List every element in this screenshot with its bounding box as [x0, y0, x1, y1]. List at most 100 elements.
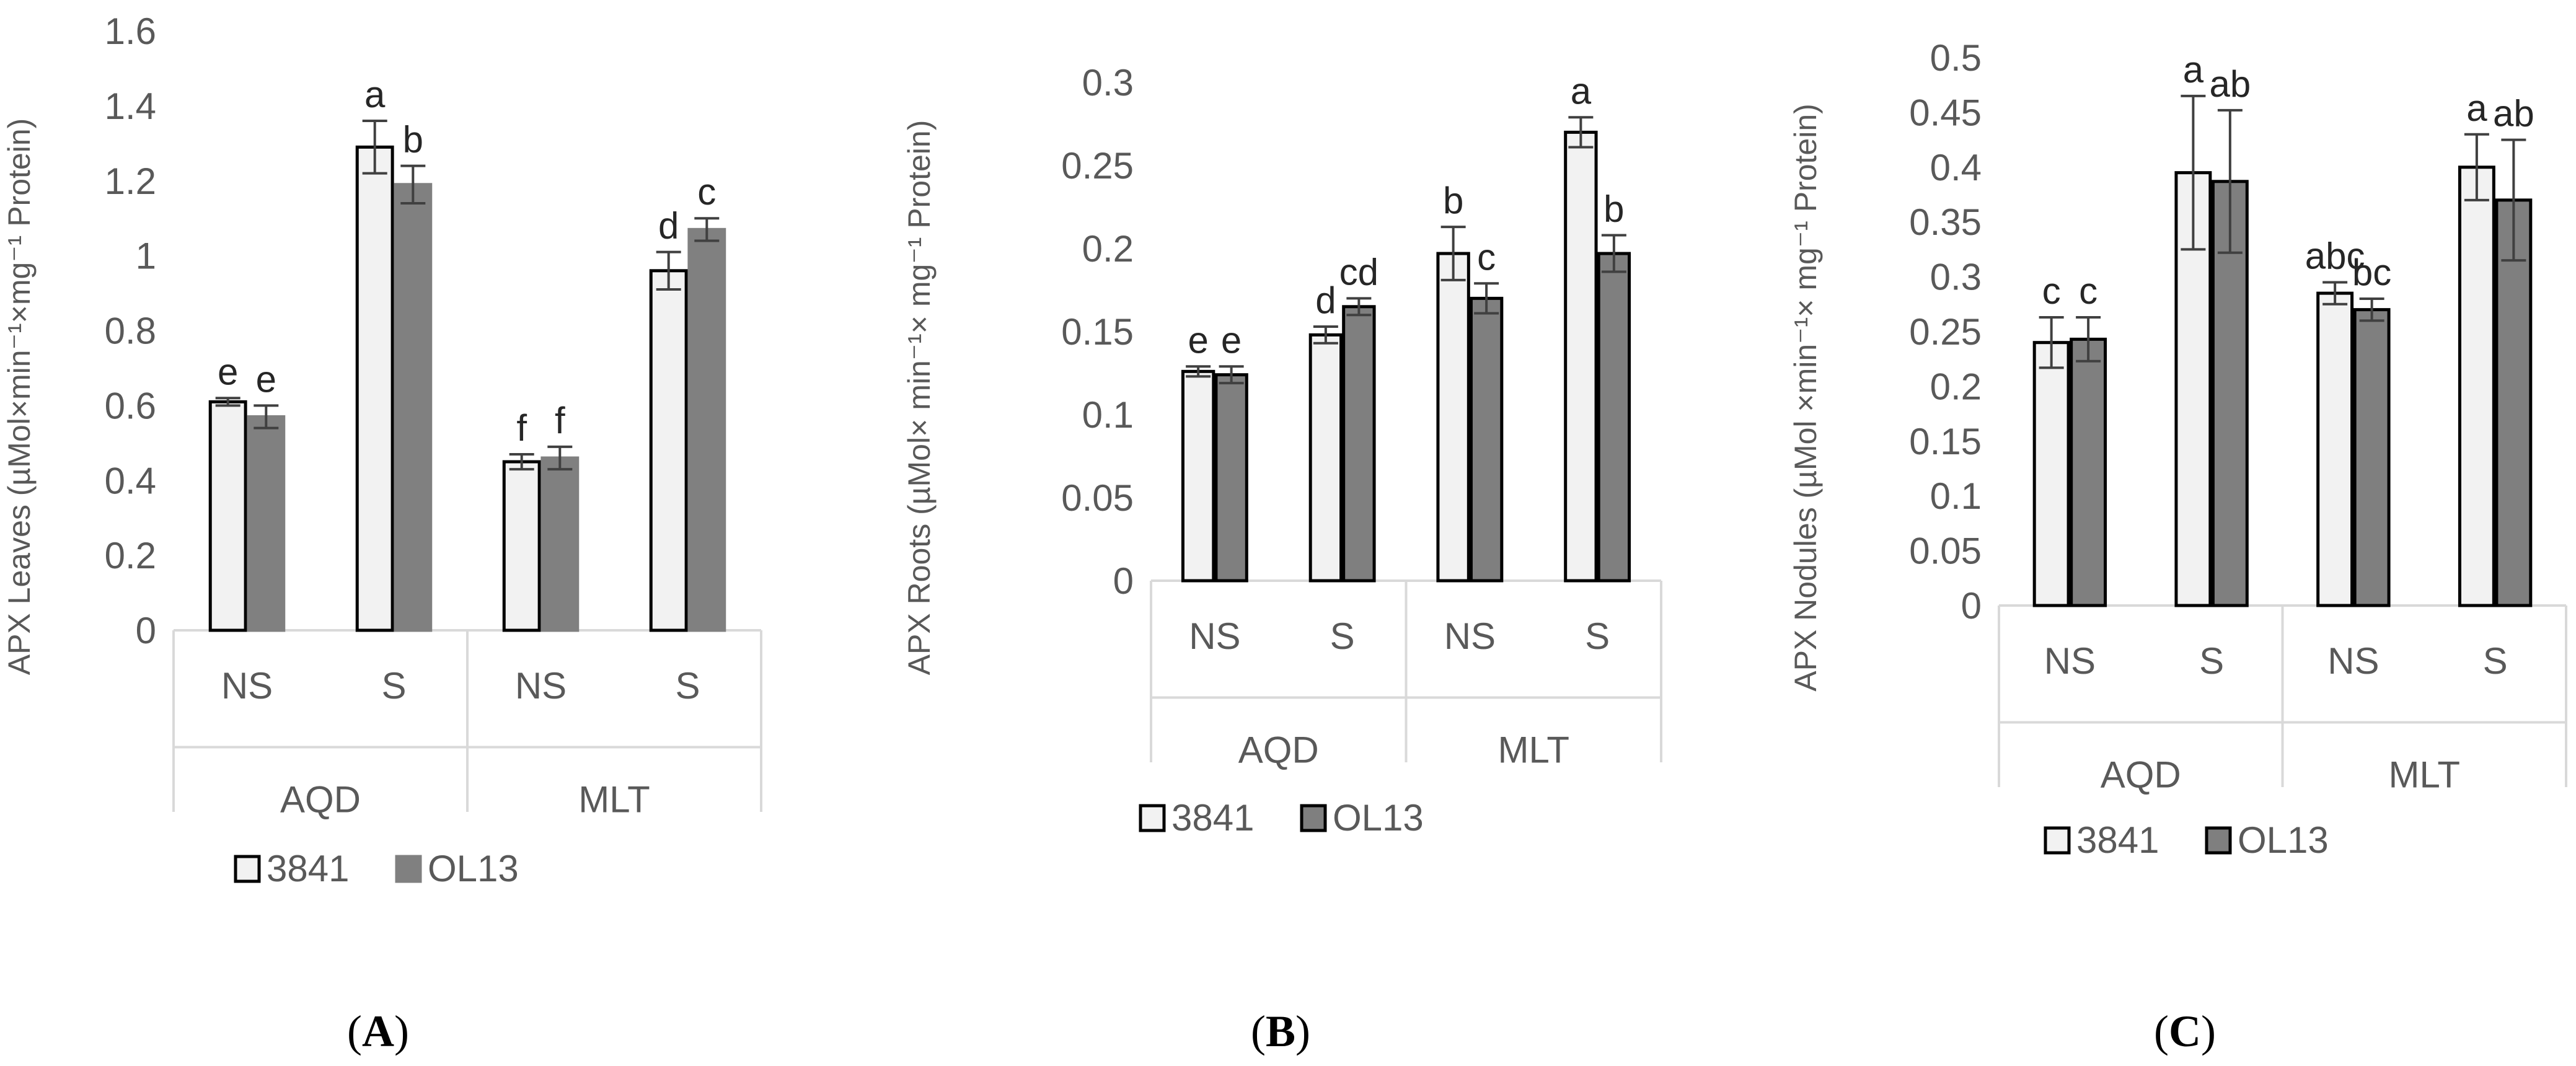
x-category-label: S	[2199, 640, 2224, 682]
x-group-label: AQD	[2101, 754, 2181, 796]
bar-ol13	[2495, 198, 2533, 607]
legend-swatch-3841	[2044, 826, 2071, 855]
bar-3841	[1308, 333, 1343, 583]
y-tick-label: 0.25	[1061, 145, 1134, 187]
y-tick-label: 0.2	[1082, 228, 1134, 270]
significance-letter: b	[403, 119, 423, 161]
y-tick-label: 1.4	[105, 86, 156, 127]
legend-swatch-ol13	[1300, 804, 1327, 832]
significance-letter: c	[697, 171, 716, 213]
x-category-label: NS	[1444, 615, 1496, 657]
significance-letter: bc	[2352, 252, 2391, 293]
bar-ol13	[540, 456, 580, 632]
panel-label: (C)	[2154, 1007, 2216, 1056]
bar-ol13	[1597, 252, 1631, 583]
bar-ol13	[2070, 337, 2107, 607]
y-tick-label: 0	[1961, 585, 1982, 627]
bar-ol13	[1469, 296, 1504, 583]
bar-3841	[649, 269, 688, 632]
significance-letter: a	[1571, 70, 1592, 112]
y-tick-label: 0.15	[1909, 421, 1982, 462]
bar-ol13	[1214, 373, 1248, 583]
x-group-label: AQD	[280, 779, 361, 821]
x-category-label: S	[675, 665, 700, 707]
bar-ol13	[247, 415, 286, 632]
y-tick-label: 0.8	[105, 311, 156, 352]
significance-letter: c	[1477, 236, 1496, 278]
significance-letter: ab	[2209, 63, 2251, 105]
legend-label: OL13	[2238, 819, 2329, 861]
bar-3841	[502, 460, 541, 632]
significance-letter: ab	[2493, 93, 2534, 134]
y-axis-title: APX Leaves (µMol×min⁻¹×mg⁻¹ Protein)	[2, 118, 37, 676]
legend-swatch-ol13	[2205, 826, 2232, 855]
significance-letter: c	[2042, 270, 2061, 312]
x-group-label: MLT	[1498, 729, 1569, 771]
significance-letter: abc	[2305, 235, 2365, 276]
significance-letter: e	[256, 358, 276, 400]
y-tick-label: 0.45	[1909, 92, 1982, 133]
y-tick-label: 0.2	[1930, 366, 1982, 407]
significance-letter: a	[364, 74, 386, 115]
y-tick-label: 0.3	[1082, 62, 1134, 104]
legend-label: OL13	[428, 848, 519, 889]
significance-letter: f	[516, 407, 527, 449]
y-tick-label: 0.3	[1930, 257, 1982, 298]
x-group-label: MLT	[578, 779, 650, 821]
x-category-label: S	[381, 665, 406, 707]
legend-label: OL13	[1333, 797, 1424, 839]
bar-3841	[1436, 252, 1470, 583]
legend-swatch-ol13	[395, 855, 422, 883]
x-category-label: NS	[2327, 640, 2379, 682]
chart-panel-a: 0 0.2 0.4 0.6 0.8 1 1.2 1.4 1.6 NS S NS S AQD MLT e a f d e…	[2, 11, 762, 1056]
x-category-label: NS	[1189, 615, 1240, 657]
y-tick-label: 0.1	[1082, 394, 1134, 436]
panel-label: (A)	[347, 1007, 409, 1056]
significance-letter: f	[555, 400, 565, 441]
y-tick-label: 0.05	[1909, 531, 1982, 572]
y-tick-label: 0	[136, 610, 156, 651]
bar-3841	[208, 400, 247, 632]
bar-ol13	[2353, 308, 2391, 607]
y-axis-title: APX Roots (µMol× min⁻¹× mg⁻¹ Protein)	[902, 120, 937, 676]
y-tick-label: 0.2	[105, 535, 156, 576]
legend-swatch-3841	[234, 855, 261, 883]
significance-letter: e	[1188, 319, 1208, 361]
x-category-label: S	[1585, 615, 1610, 657]
bar-3841	[2032, 341, 2070, 607]
legend-swatch-3841	[1139, 804, 1166, 832]
significance-letter: b	[1443, 180, 1463, 221]
bar-3841	[2458, 165, 2495, 607]
significance-letter: cd	[1339, 251, 1378, 293]
significance-letter: d	[1315, 280, 1336, 321]
y-tick-label: 0.35	[1909, 201, 1982, 243]
x-category-label: NS	[2044, 640, 2096, 682]
legend-label: 3841	[267, 848, 349, 889]
x-category-label: NS	[515, 665, 567, 707]
x-group-label: MLT	[2388, 754, 2460, 796]
significance-letter: a	[2466, 87, 2487, 129]
y-tick-label: 0.4	[105, 460, 156, 501]
x-category-label: S	[1330, 615, 1355, 657]
y-tick-label: 0.05	[1061, 477, 1134, 519]
bar-ol13	[394, 183, 433, 632]
y-tick-label: 0.5	[1930, 37, 1982, 79]
panel-label: (B)	[1251, 1007, 1310, 1056]
bar-3841	[1181, 369, 1215, 583]
bar-3841	[2316, 291, 2354, 607]
y-tick-label: 1	[136, 236, 156, 277]
chart-panel-c: 0 0.05 0.1 0.15 0.2 0.25 0.3 0.35 0.4 0.45 0.5 NS S N…	[1788, 37, 2567, 1056]
y-tick-label: 1.6	[105, 11, 156, 52]
bar-ol13	[687, 227, 726, 632]
y-tick-label: 0	[1113, 560, 1134, 602]
x-category-label: NS	[221, 665, 273, 707]
significance-letter: d	[658, 205, 679, 247]
legend-label: 3841	[1171, 797, 1254, 839]
legend-label: 3841	[2076, 819, 2159, 861]
significance-letter: e	[1221, 319, 1242, 361]
significance-letter: e	[218, 351, 238, 392]
y-axis-title: APX Nodules (µMol ×min⁻¹× mg⁻¹ Protein)	[1788, 104, 1823, 692]
y-tick-label: 0.15	[1061, 311, 1134, 353]
y-tick-label: 0.1	[1930, 475, 1982, 517]
